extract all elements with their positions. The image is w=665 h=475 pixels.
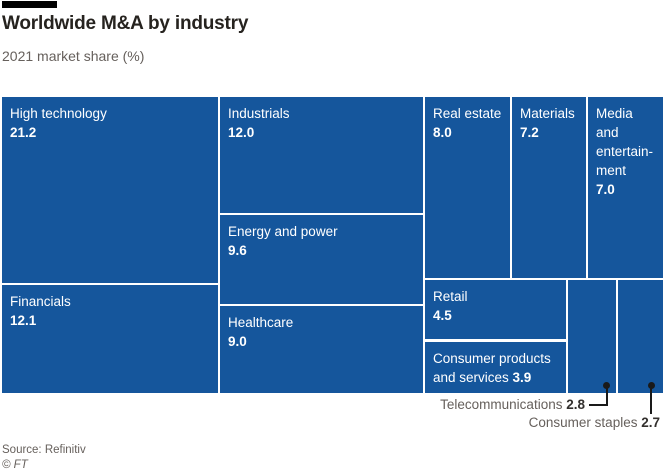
treemap-cell-healthcare: Healthcare 9.0 [220, 306, 423, 393]
treemap-cell-retail: Retail 4.5 [425, 280, 566, 339]
treemap-cell-financials: Financials 12.1 [2, 285, 218, 393]
callout-line-telecommunications [606, 386, 608, 405]
treemap-cell-text: Energy and power 9.6 [228, 224, 338, 258]
chart-title: Worldwide M&A by industry [2, 13, 249, 34]
treemap-cell-real-estate: Real estate 8.0 [425, 97, 510, 278]
callout-line-consumer-staples [650, 386, 652, 414]
treemap-cell-consumer-products-and-services: Consumer products and services 3.9 [425, 342, 566, 393]
ft-brand-bar [2, 1, 57, 8]
callout-dot-consumer-staples [648, 382, 655, 389]
chart-subtitle: 2021 market share (%) [2, 48, 145, 64]
treemap-cell-text: High technology 21.2 [10, 106, 107, 140]
treemap-cell-text: Industrials 12.0 [228, 106, 290, 140]
treemap-cell-text: Media and entertain-ment 7.0 [596, 106, 654, 197]
treemap-cell-text: Retail 4.5 [433, 289, 468, 323]
callout-line-telecommunications [589, 404, 608, 406]
treemap-cell-media-and-entertainment: Media and entertain-ment 7.0 [588, 97, 663, 278]
copyright-note: © FT [2, 459, 28, 471]
treemap-cell-consumer-staples [618, 280, 663, 393]
callout-label-telecommunications: Telecommunications 2.8 [440, 397, 585, 412]
treemap-cell-high-technology: High technology 21.2 [2, 97, 218, 283]
treemap-cell-energy-and-power: Energy and power 9.6 [220, 215, 423, 304]
treemap-cell-text: Consumer products and services 3.9 [433, 351, 551, 385]
chart-footer: Source: Refinitiv © FT [2, 443, 86, 473]
callout-dot-telecommunications [603, 382, 610, 389]
treemap-cell-materials: Materials 7.2 [512, 97, 586, 278]
treemap-cell-text: Healthcare 9.0 [228, 315, 294, 349]
treemap-cell-text: Materials 7.2 [520, 106, 575, 140]
treemap-cell-text: Financials 12.1 [10, 294, 71, 328]
treemap-cell-telecommunications [568, 280, 616, 393]
callout-label-consumer-staples: Consumer staples 2.7 [528, 415, 660, 430]
treemap-cell-industrials: Industrials 12.0 [220, 97, 423, 213]
source-note: Source: Refinitiv [2, 444, 86, 456]
treemap-cell-text: Real estate 8.0 [433, 106, 502, 140]
